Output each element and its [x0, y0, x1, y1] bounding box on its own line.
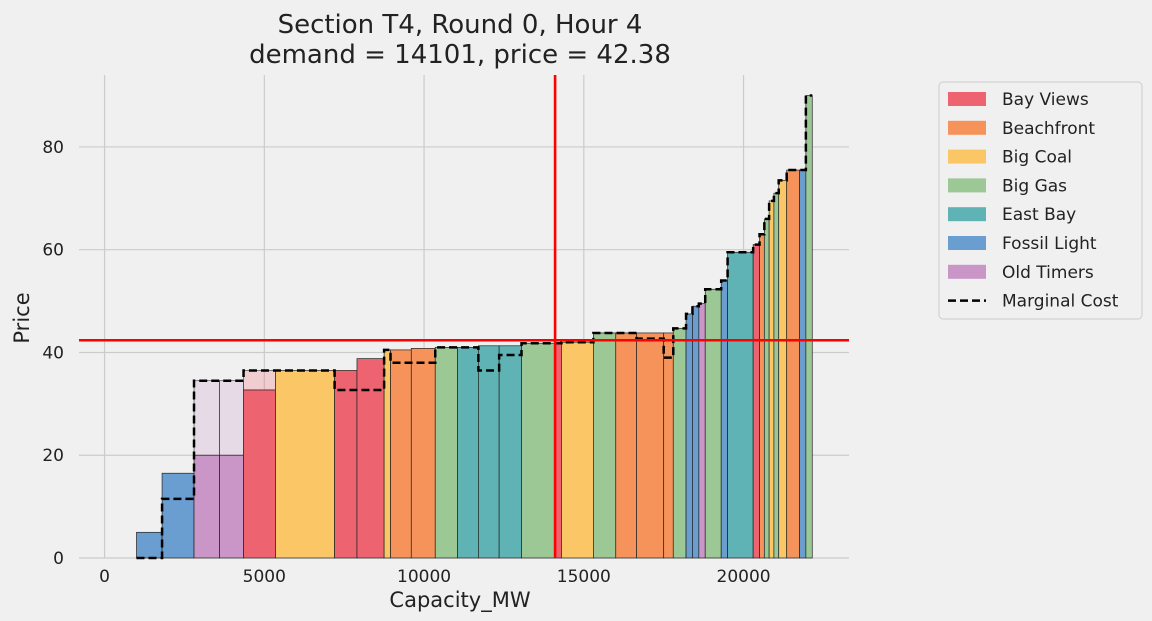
bar — [521, 342, 556, 559]
legend: Bay Views Beachfront Big Coal Big Gas East B… — [938, 81, 1143, 320]
bar-overlay — [243, 370, 276, 391]
bar — [193, 454, 220, 559]
bar — [275, 370, 335, 559]
legend-swatch — [948, 207, 986, 222]
bar — [720, 280, 728, 559]
bar — [773, 192, 780, 559]
bar — [786, 169, 800, 559]
y-tick-label: 0 — [53, 549, 64, 569]
bar — [778, 179, 788, 559]
y-tick-label: 80 — [42, 138, 64, 158]
bars-group — [136, 95, 813, 559]
legend-label: Fossil Light — [1002, 234, 1097, 254]
legend-label: Bay Views — [1002, 90, 1089, 110]
bar — [390, 349, 412, 559]
legend-swatch — [948, 178, 986, 193]
bar — [727, 251, 754, 559]
y-tick-label: 60 — [42, 241, 64, 261]
x-tick-label: 0 — [99, 567, 110, 587]
y-tick-label: 20 — [42, 446, 64, 466]
bar — [672, 327, 687, 559]
bar — [663, 332, 674, 559]
legend-swatch — [948, 264, 986, 279]
bar-overlay — [219, 380, 244, 456]
legend-swatch — [948, 120, 986, 135]
bar — [561, 341, 594, 559]
bar — [457, 346, 479, 559]
tick-labels-group: 0 5000 10000 15000 20000 0 20 40 60 80 — [42, 138, 770, 587]
bar — [759, 233, 765, 559]
bar — [685, 313, 693, 559]
bar — [478, 345, 500, 559]
bar — [593, 332, 617, 559]
legend-swatch — [948, 92, 986, 106]
bar — [799, 169, 807, 559]
bar — [243, 389, 276, 559]
legend-label: Beachfront — [1002, 119, 1095, 139]
legend-label: East Bay — [1002, 205, 1076, 225]
bar — [636, 332, 665, 559]
bar — [356, 358, 385, 559]
y-tick-label: 40 — [42, 343, 64, 363]
x-tick-label: 10000 — [397, 567, 451, 587]
bar — [498, 345, 522, 559]
legend-label: Big Gas — [1002, 176, 1067, 196]
bar — [692, 305, 700, 559]
chart-title-line1: Section T4, Round 0, Hour 4 — [278, 10, 643, 40]
chart-title-line2: demand = 14101, price = 42.38 — [249, 40, 671, 70]
bar — [161, 472, 195, 559]
legend-label: Big Coal — [1002, 148, 1072, 168]
marginal-cost-group — [136, 94, 813, 560]
bar — [805, 95, 813, 559]
market-lines-group — [79, 75, 849, 558]
legend-label: Marginal Cost — [1002, 292, 1119, 312]
bar — [752, 244, 760, 559]
x-tick-label: 15000 — [557, 567, 611, 587]
y-axis-label: Price — [10, 292, 34, 343]
bar — [704, 288, 722, 559]
legend-label: Old Timers — [1002, 263, 1094, 283]
legend-swatch — [948, 149, 986, 164]
bar — [763, 218, 770, 559]
bar — [768, 200, 775, 559]
bar-overlay — [193, 380, 220, 456]
x-axis-label: Capacity_MW — [389, 588, 530, 613]
bar — [434, 346, 458, 559]
bar — [219, 454, 244, 559]
bar — [615, 332, 637, 559]
x-tick-label: 20000 — [717, 567, 771, 587]
legend-box — [938, 81, 1143, 320]
x-tick-label: 5000 — [243, 567, 286, 587]
bar — [698, 303, 706, 559]
bar — [334, 370, 358, 559]
marginal-cost-line — [136, 94, 813, 560]
bar — [410, 348, 436, 559]
bar — [136, 531, 163, 559]
legend-swatch — [948, 236, 986, 250]
